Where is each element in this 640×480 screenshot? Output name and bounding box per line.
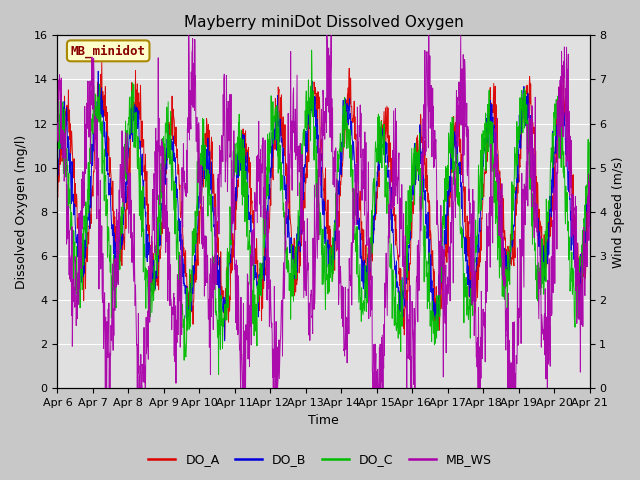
Y-axis label: Dissolved Oxygen (mg/l): Dissolved Oxygen (mg/l) (15, 135, 28, 289)
Text: MB_minidot: MB_minidot (70, 44, 146, 58)
X-axis label: Time: Time (308, 414, 339, 427)
Title: Mayberry miniDot Dissolved Oxygen: Mayberry miniDot Dissolved Oxygen (184, 15, 463, 30)
Legend: DO_A, DO_B, DO_C, MB_WS: DO_A, DO_B, DO_C, MB_WS (143, 448, 497, 471)
Y-axis label: Wind Speed (m/s): Wind Speed (m/s) (612, 156, 625, 267)
